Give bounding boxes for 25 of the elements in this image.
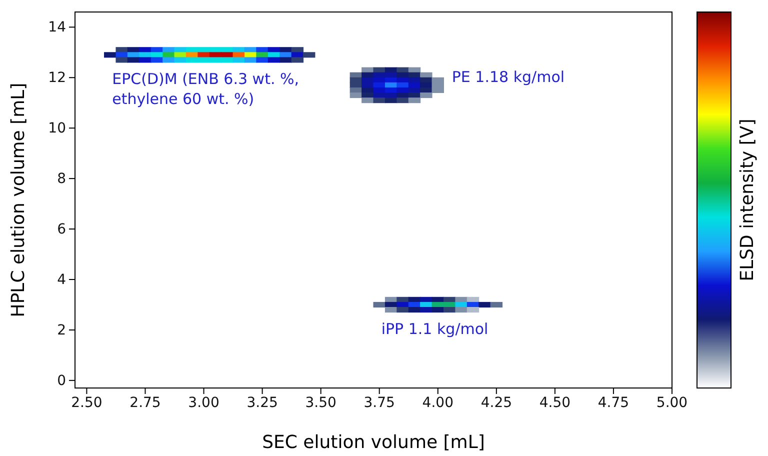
x-tick-label: 4.75 [598,394,630,411]
x-tick-label: 2.75 [130,394,161,411]
y-tick-label: 10 [48,120,66,137]
x-tick-label: 3.75 [364,394,395,411]
x-tick-label: 4.50 [539,394,571,411]
y-tick-label: 6 [57,222,66,238]
y-tick-label: 2 [57,322,66,338]
y-tick-label: 12 [48,70,66,86]
x-tick-label: 4.25 [480,394,512,411]
x-tick-label: 2.50 [71,394,102,411]
x-axis-title: SEC elution volume [mL] [262,432,485,453]
x-tick-label: 3.00 [188,394,220,411]
annotation: iPP 1.1 kg/mol [381,320,488,338]
x-tick-label: 3.50 [305,394,336,411]
x-tick-label: 5.00 [656,394,688,411]
y-tick-label: 4 [57,272,66,288]
x-tick-label: 4.00 [422,394,454,411]
annotation: PE 1.18 kg/mol [452,68,565,86]
y-tick-label: 0 [57,372,66,389]
y-tick-label: 14 [48,20,66,36]
y-tick-label: 8 [57,171,66,188]
x-tick-label: 3.25 [246,394,278,411]
color-bar-title: ELSD intensity [V] [737,118,758,282]
y-axis-title: HPLC elution volume [mL] [8,82,29,318]
annotation: EPC(D)M (ENB 6.3 wt. %, ethylene 60 wt. %) [112,70,300,108]
